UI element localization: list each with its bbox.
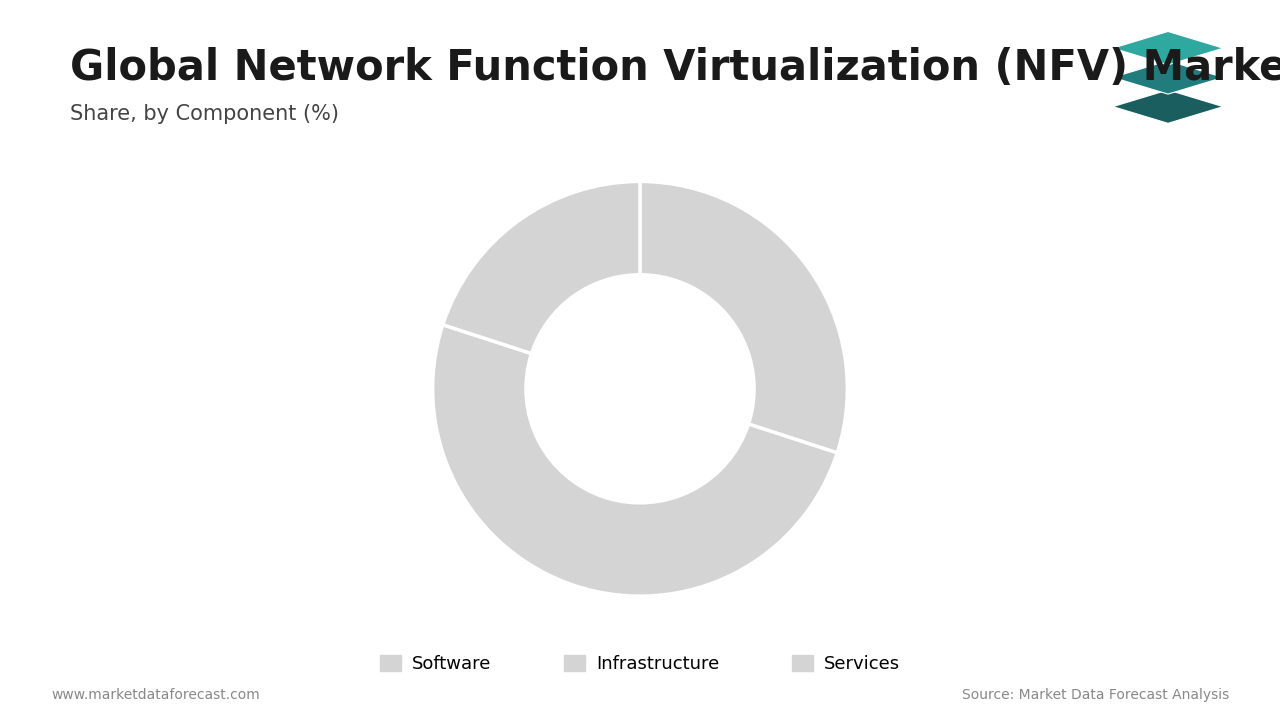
Wedge shape [443,181,640,354]
Polygon shape [1112,60,1224,94]
Polygon shape [1112,90,1224,123]
Text: Global Network Function Virtualization (NFV) Market: Global Network Function Virtualization (… [70,47,1280,89]
Legend: Software, Infrastructure, Services: Software, Infrastructure, Services [372,648,908,680]
Wedge shape [433,325,837,596]
Polygon shape [1112,32,1224,65]
Wedge shape [640,181,847,453]
Text: www.marketdataforecast.com: www.marketdataforecast.com [51,688,260,702]
Text: Source: Market Data Forecast Analysis: Source: Market Data Forecast Analysis [961,688,1229,702]
Text: Share, by Component (%): Share, by Component (%) [70,104,339,125]
